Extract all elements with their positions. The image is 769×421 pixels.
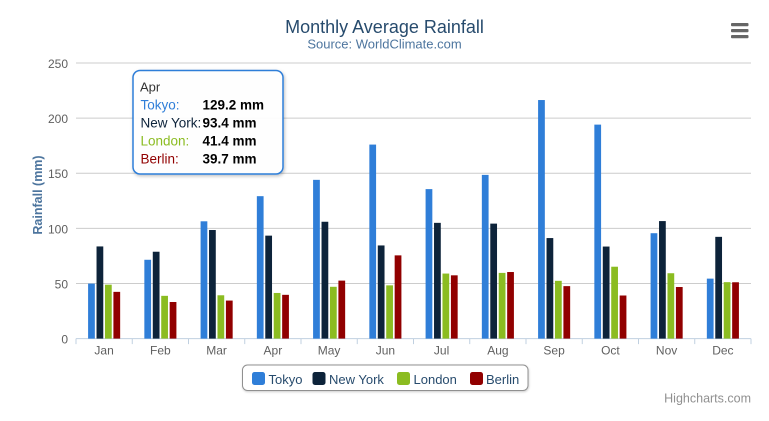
svg-text:129.2 mm: 129.2 mm [203,98,265,113]
svg-text:Mar: Mar [206,344,227,358]
svg-text:Berlin:: Berlin: [141,152,179,167]
svg-text:150: 150 [48,167,68,181]
svg-text:Jul: Jul [434,344,449,358]
svg-text:Berlin: Berlin [486,372,519,387]
svg-text:39.7 mm: 39.7 mm [203,152,257,167]
svg-text:100: 100 [48,222,68,236]
svg-text:250: 250 [48,57,68,71]
svg-text:London:: London: [141,134,190,149]
svg-text:Aug: Aug [487,344,508,358]
svg-text:Jan: Jan [94,344,113,358]
svg-text:50: 50 [55,278,69,292]
svg-text:Oct: Oct [601,344,620,358]
svg-text:Rainfall (mm): Rainfall (mm) [31,155,45,234]
svg-text:Nov: Nov [656,344,677,358]
svg-text:Apr: Apr [140,80,161,95]
svg-text:Highcharts.com: Highcharts.com [664,392,751,406]
svg-text:New York: New York [329,372,384,387]
svg-text:93.4 mm: 93.4 mm [203,116,257,131]
svg-text:41.4 mm: 41.4 mm [203,134,257,149]
svg-text:Sep: Sep [543,344,565,358]
svg-text:Dec: Dec [712,344,733,358]
svg-text:Source: WorldClimate.com: Source: WorldClimate.com [307,37,461,52]
svg-text:200: 200 [48,112,68,126]
svg-text:Tokyo: Tokyo [269,372,303,387]
svg-text:Jun: Jun [376,344,395,358]
svg-text:Apr: Apr [264,344,283,358]
svg-text:Feb: Feb [150,344,171,358]
svg-text:Monthly Average Rainfall: Monthly Average Rainfall [285,17,484,37]
svg-text:0: 0 [61,333,68,347]
svg-text:Tokyo:: Tokyo: [141,98,180,113]
svg-text:London: London [414,372,457,387]
svg-text:New York:: New York: [141,116,202,131]
svg-text:May: May [318,344,341,358]
